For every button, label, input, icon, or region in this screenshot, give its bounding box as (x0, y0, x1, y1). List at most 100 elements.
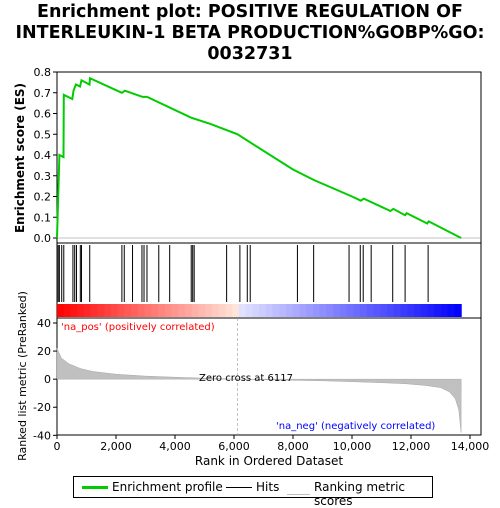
rank-band-cell (90, 304, 99, 317)
rank-band-cell (259, 304, 267, 317)
rank-band-cell (346, 304, 354, 317)
legend-swatch-hits (226, 486, 252, 488)
title-line-3: 0032731 (207, 44, 293, 64)
rank-band-cell (319, 304, 328, 317)
rank-band-cell (434, 304, 442, 317)
rank-band-cell (124, 304, 132, 317)
rank-band-cell (151, 304, 159, 317)
es-y-tick-label: 0.0 (34, 232, 52, 245)
rank-band-cell (205, 304, 213, 317)
rank-band-cell (454, 304, 462, 317)
rank-band-cell (299, 304, 307, 317)
rank-band-cell (63, 304, 72, 317)
rank-band-cell (191, 304, 200, 317)
rank-band-cell (360, 304, 368, 317)
rank-band-cell (57, 304, 65, 317)
rank-band-cell (292, 304, 301, 317)
rank-band-cell (413, 304, 422, 317)
rank-band-cell (137, 304, 146, 317)
rank-band-cell (333, 304, 341, 317)
rank-band-cell (171, 304, 179, 317)
rank-band-cell (117, 304, 125, 317)
es-panel-frame (56, 71, 482, 244)
rank-band-cell (252, 304, 260, 317)
ranking-metric-area (56, 348, 462, 433)
rank-band-cell (83, 304, 92, 317)
x-tick-label: 2,000 (100, 440, 132, 453)
rank-band-cell (184, 304, 193, 317)
es-y-tick-label: 0.2 (34, 191, 52, 204)
rank-band-cell (373, 304, 381, 317)
rank-band-cell (339, 304, 348, 317)
rank-band-cell (158, 304, 166, 317)
x-tick-label: 6,000 (218, 440, 250, 453)
rank-band-cell (144, 304, 152, 317)
x-tick-label: 14,000 (451, 440, 490, 453)
legend-item-ranking: Ranking metric scores (287, 480, 432, 508)
rank-band-cell (164, 304, 173, 317)
rank-color-band (57, 304, 462, 317)
rank-band-cell (306, 304, 314, 317)
rank-band-cell (447, 304, 456, 317)
rank-band-cell (178, 304, 186, 317)
rank-band-cell (387, 304, 395, 317)
rank-band-cell (400, 304, 408, 317)
rank-band-cell (218, 304, 226, 317)
legend-swatch-enrichment (82, 485, 108, 489)
rank-band-cell (225, 304, 233, 317)
rank-band-cell (77, 304, 85, 317)
es-y-tick-label: 0.7 (34, 87, 52, 100)
x-tick-label: 0 (54, 440, 61, 453)
rank-band-cell (440, 304, 449, 317)
rank-band-cell (272, 304, 280, 317)
rank-band-cell (366, 304, 375, 317)
legend-item-hits: Hits (226, 480, 279, 494)
rank-band-cell (198, 304, 206, 317)
rank-band-cell (232, 304, 240, 317)
rank-band-cell (211, 304, 220, 317)
chart-title: Enrichment plot: POSITIVE REGULATION OF … (0, 2, 500, 65)
rank-band-cell (70, 304, 78, 317)
es-y-tick-label: 0.1 (34, 211, 52, 224)
es-y-tick-label: 0.5 (34, 128, 52, 141)
legend-item-enrichment: Enrichment profile (82, 480, 223, 494)
rank-y-tick-label: -20 (33, 401, 51, 414)
es-y-tick-label: 0.4 (34, 149, 52, 162)
rank-band-cell (420, 304, 429, 317)
rank-band-cell (286, 304, 294, 317)
rank-band-cell (104, 304, 112, 317)
legend-label-ranking: Ranking metric scores (314, 480, 406, 508)
rank-y-tick-label: 40 (37, 317, 51, 330)
es-y-axis-label: Enrichment score (ES) (13, 83, 27, 233)
rank-band-cell (97, 304, 105, 317)
rank-band-cell (312, 304, 321, 317)
es-y-tick-label: 0.6 (34, 108, 52, 121)
hits-marks (57, 245, 429, 302)
rank-band-cell (238, 304, 247, 317)
title-line-1: Enrichment plot: POSITIVE REGULATION OF (37, 2, 463, 22)
rank-band-cell (380, 304, 388, 317)
rank-y-tick-label: -40 (33, 429, 51, 442)
rank-band-cell (427, 304, 435, 317)
rank-band-cell (279, 304, 287, 317)
x-tick-label: 8,000 (277, 440, 309, 453)
es-y-tick-label: 0.8 (34, 66, 52, 79)
rank-band-cell (393, 304, 402, 317)
enrichment-profile-line (56, 76, 462, 239)
x-tick-label: 4,000 (159, 440, 191, 453)
es-y-ticks: 0.0 0.1 0.2 0.3 0.4 0.5 0.6 0.7 0.8 (34, 66, 57, 245)
title-line-2: INTERLEUKIN-1 BETA PRODUCTION%GOBP%GO: (15, 23, 485, 43)
rank-y-tick-label: 20 (37, 345, 51, 358)
x-tick-label: 10,000 (333, 440, 372, 453)
na-neg-label: 'na_neg' (negatively correlated) (276, 421, 435, 432)
legend-label-hits: Hits (256, 480, 280, 494)
x-axis-label: Rank in Ordered Dataset (195, 454, 343, 468)
rank-band-cell (245, 304, 253, 317)
legend-label-enrichment: Enrichment profile (112, 480, 223, 494)
es-y-tick-label: 0.3 (34, 170, 52, 183)
na-pos-label: 'na_pos' (positively correlated) (61, 322, 215, 333)
rank-band-cell (265, 304, 274, 317)
rank-band-cell (110, 304, 119, 317)
rank-band-cell (353, 304, 361, 317)
